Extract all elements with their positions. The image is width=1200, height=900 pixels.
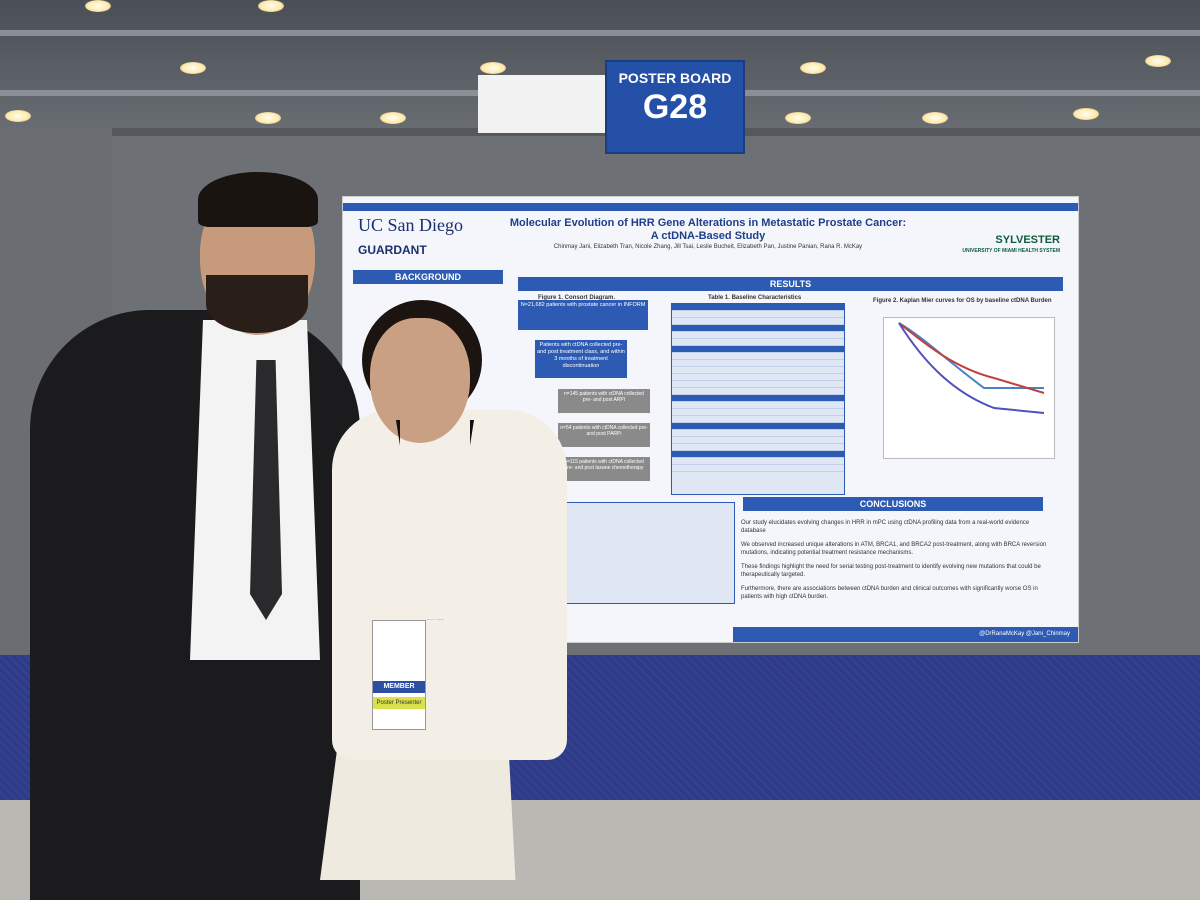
ceiling-light: [1073, 108, 1099, 120]
table-row: [672, 465, 844, 472]
baseline-table: [671, 303, 845, 495]
km-curves: [898, 322, 1045, 414]
ceiling-light: [5, 110, 31, 122]
table-row: [672, 346, 844, 353]
table-row: [672, 388, 844, 395]
ceiling-light: [180, 62, 206, 74]
consort-box-main: N=21,682 patients with prostate cancer i…: [518, 300, 648, 330]
poster-board-sign: POSTER BOARD G28: [605, 60, 745, 154]
sylvester-logo-name: SYLVESTER: [995, 234, 1060, 246]
table-row: [672, 395, 844, 402]
conclusions-heading: CONCLUSIONS: [743, 497, 1043, 511]
poster-title-line2: A ctDNA-Based Study: [650, 230, 766, 242]
blank-sign-panel: [478, 75, 608, 133]
table-row: [672, 409, 844, 416]
kaplan-meier-plot: [883, 317, 1055, 459]
badge-presenter-label: Poster Presenter: [373, 697, 425, 709]
consort-box-criteria: Patients with ctDNA collected pre- and p…: [535, 340, 627, 378]
ceiling-light: [258, 0, 284, 12]
poster-top-band: [343, 203, 1078, 211]
sign-label: POSTER BOARD: [618, 70, 732, 86]
guardant-logo: GUARDANT: [358, 243, 427, 257]
woman-jacket: [332, 410, 567, 760]
table-row: [672, 451, 844, 458]
table-row: [672, 339, 844, 346]
table-row: [672, 381, 844, 388]
table-row: [672, 360, 844, 367]
table-row: [672, 444, 844, 451]
conclusion-4: Furthermore, there are associations betw…: [741, 586, 1038, 600]
ceiling-light: [1145, 55, 1171, 67]
ceiling-light: [785, 112, 811, 124]
consort-box-taxane: n=115 patients with ctDNA collected pre-…: [558, 457, 650, 481]
table-row: [672, 353, 844, 360]
table-row: [672, 304, 844, 311]
conclusion-2: We observed increased unique alterations…: [741, 542, 1047, 556]
poster-title: Molecular Evolution of HRR Gene Alterati…: [493, 217, 923, 243]
table-row: [672, 437, 844, 444]
table-row: [672, 423, 844, 430]
figure1-caption: Figure 1. Consort Diagram.: [538, 295, 616, 301]
man-tie: [250, 360, 282, 620]
consort-box-parpi: n=54 patients with ctDNA collected pre- …: [558, 423, 650, 447]
table-row: [672, 318, 844, 325]
sylvester-logo: SYLVESTER UNIVERSITY OF MIAMI HEALTH SYS…: [962, 235, 1060, 257]
results-heading: RESULTS: [518, 277, 1063, 291]
table-row: [672, 430, 844, 437]
conclusion-1: Our study elucidates evolving changes in…: [741, 520, 1030, 534]
ceiling-light: [800, 62, 826, 74]
ceiling-light: [85, 0, 111, 12]
poster-title-line1: Molecular Evolution of HRR Gene Alterati…: [509, 217, 907, 229]
conclusion-3: These findings highlight the need for se…: [741, 564, 1041, 578]
ucsd-logo: UC San Diego: [358, 215, 463, 235]
table-row: [672, 402, 844, 409]
consort-box-arpi: n=145 patients with ctDNA collected pre-…: [558, 389, 650, 413]
hrr-prevalence-table: [553, 502, 735, 604]
table-row: [672, 311, 844, 318]
conference-badge: MEMBER Poster Presenter: [372, 620, 426, 730]
table1-caption: Table 1. Baseline Characteristics: [708, 295, 802, 301]
ceiling-light: [480, 62, 506, 74]
table-row: [672, 416, 844, 423]
ceiling-light: [380, 112, 406, 124]
ceiling-truss: [0, 30, 1200, 36]
table-row: [672, 325, 844, 332]
table-row: [672, 374, 844, 381]
figure2-caption: Figure 2. Kaplan Mier curves for OS by b…: [873, 298, 1052, 304]
man-hair: [198, 172, 318, 227]
ceiling-light: [922, 112, 948, 124]
background-heading: BACKGROUND: [353, 270, 503, 284]
table-row: [672, 458, 844, 465]
poster-footer: @DrRanaMcKay @Jani_Chinmay: [733, 627, 1078, 642]
badge-member-label: MEMBER: [373, 681, 425, 693]
board-number: G28: [642, 88, 708, 126]
table-row: [672, 332, 844, 339]
table-row: [672, 367, 844, 374]
poster-authors: Chinmay Jani, Elizabeth Tran, Nicole Zha…: [553, 244, 863, 250]
man-beard: [206, 275, 308, 333]
ceiling-light: [255, 112, 281, 124]
sylvester-logo-sub: UNIVERSITY OF MIAMI HEALTH SYSTEM: [962, 248, 1060, 254]
